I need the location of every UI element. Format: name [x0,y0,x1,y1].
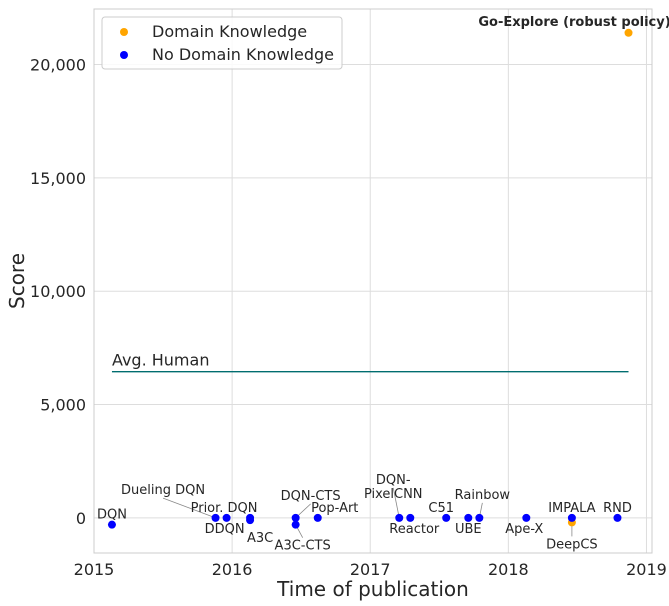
point-ape-x [522,513,531,522]
point-c51 [442,513,451,522]
label-c51: C51 [428,501,454,516]
label-dueling-dqn: Dueling DQN [121,483,205,498]
data-points [107,28,633,529]
point-ube [464,513,473,522]
y-tick-label: 0 [76,509,86,528]
point-dqn-pixelcnn [395,513,404,522]
leader-dqn-pixelcnn [392,487,400,518]
label-dqn-pixelcnn: DQN-PixelCNN [364,473,423,502]
label-ape-x: Ape-X [505,522,543,537]
reference-line-group: Avg. Human [111,351,629,373]
avg-human-label: Avg. Human [112,351,210,370]
label-rnd: RND [603,501,632,516]
point-impala [567,513,576,522]
label-rainbow: Rainbow [455,488,511,503]
label-reactor: Reactor [389,522,440,537]
x-tick-label: 2019 [626,560,667,579]
point-dueling-dqn [211,513,220,522]
point-labels: DeepCS Go-Explore (robust policy) DQN Dueli… [97,15,669,554]
point-rainbow [475,513,484,522]
x-tick-label: 2015 [74,560,115,579]
point-pop-art [313,513,322,522]
label-go-explore-robust-policy: Go-Explore (robust policy) [478,15,669,30]
y-tick-label: 15,000 [30,169,86,188]
point-reactor [406,513,415,522]
label-ube: UBE [455,522,482,537]
label-deepcs: DeepCS [546,537,598,552]
label-ddqn: DDQN [205,522,245,537]
x-tick-label: 2016 [212,560,253,579]
point-go-explore-robust-policy [624,28,633,37]
label-dqn: DQN [97,508,127,523]
y-tick-label: 10,000 [30,282,86,301]
legend-frame [101,16,343,70]
point-ddqn [222,513,231,522]
point-a3c [246,516,255,525]
legend-marker-no-domain-knowledge [120,51,128,59]
label-pop-art: Pop-Art [311,501,358,516]
label-a3c: A3C [247,531,273,546]
point-a3c-cts [291,520,300,529]
x-axis-title: Time of publication [276,577,469,601]
x-tick-label: 2018 [488,560,529,579]
label-a3c-cts: A3C-CTS [275,539,331,554]
label-dqn-cts: DQN-CTS [281,489,341,504]
point-dqn [107,520,116,529]
label-prior-dqn: Prior. DQN [191,501,258,516]
y-tick-label: 20,000 [30,56,86,75]
leader-dueling-dqn [162,497,216,519]
point-rnd [613,513,622,522]
grid [93,9,652,553]
label-impala: IMPALA [548,501,595,516]
point-dqn-cts [291,513,300,522]
y-tick-label: 5,000 [40,396,86,415]
x-tick-label: 2017 [350,560,391,579]
legend-marker-domain-knowledge [120,28,128,36]
plot-area [93,8,653,554]
legend-label-domain-knowledge: Domain Knowledge [152,22,307,41]
y-axis-title: Score [5,253,29,309]
legend-label-no-domain-knowledge: No Domain Knowledge [152,45,334,64]
tick-labels: 2015 2016 2017 2018 2019 0 5,000 10,000 15,000 20… [30,56,667,579]
legend: Domain Knowledge No Domain Knowledge [101,16,343,70]
